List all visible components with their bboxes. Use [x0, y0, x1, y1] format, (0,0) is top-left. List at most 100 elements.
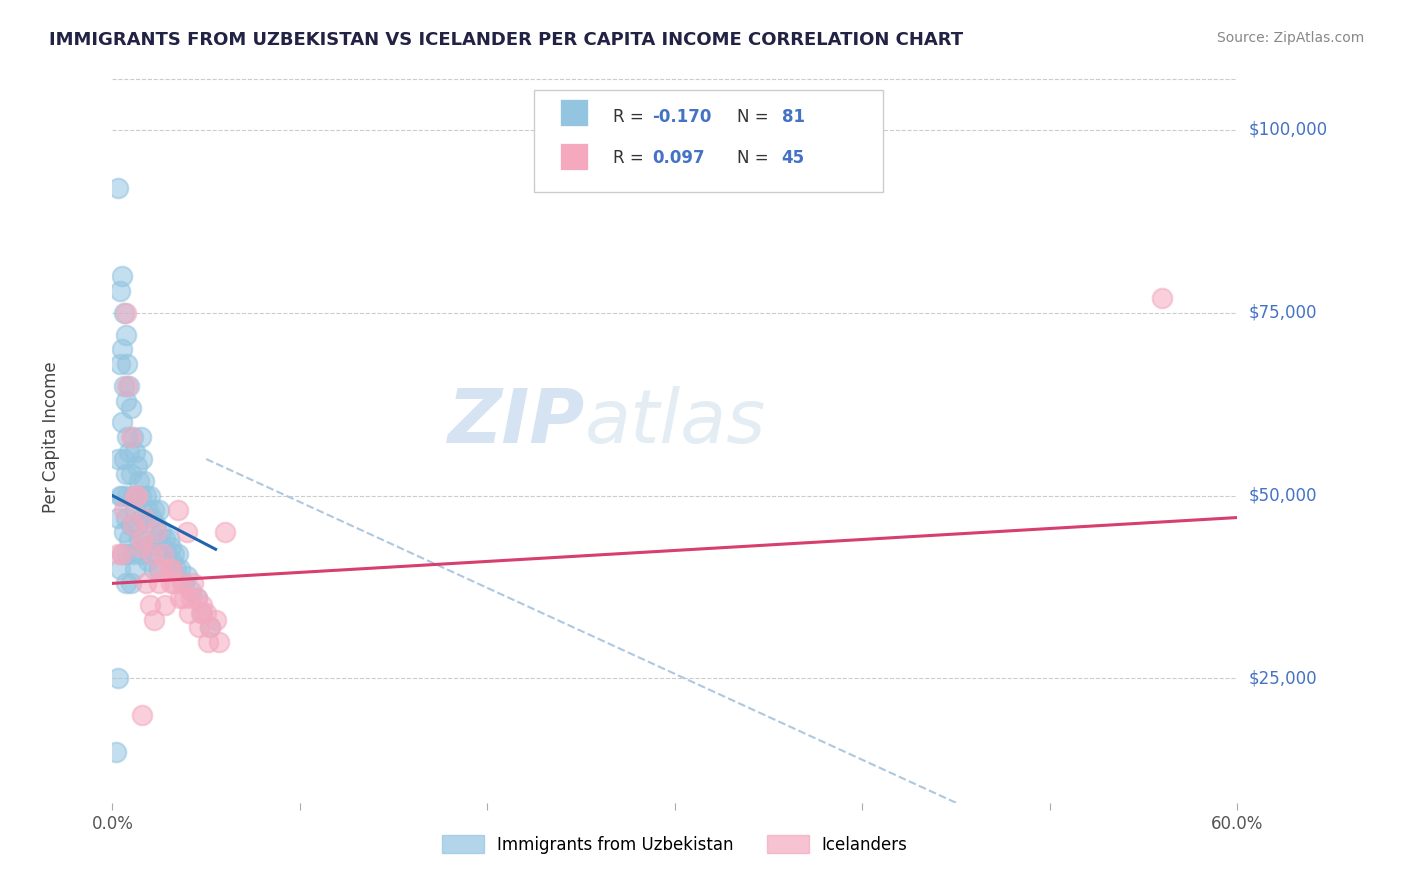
Point [124, 489, 146, 503]
Point [108, 357, 131, 371]
Point [191, 606, 214, 620]
Point [107, 547, 129, 561]
Point [107, 672, 129, 686]
Point [111, 416, 134, 430]
Point [139, 599, 162, 613]
Point [112, 306, 135, 320]
Point [124, 562, 146, 576]
Point [111, 343, 134, 357]
Point [176, 525, 198, 540]
Text: atlas: atlas [585, 386, 766, 458]
Point [118, 444, 141, 458]
Point [180, 591, 202, 605]
Point [129, 547, 152, 561]
Point [152, 540, 174, 554]
Point [139, 489, 162, 503]
Point [135, 489, 157, 503]
Legend: Immigrants from Uzbekistan, Icelanders: Immigrants from Uzbekistan, Icelanders [436, 829, 914, 860]
Point [128, 533, 150, 547]
Text: ZIP: ZIP [447, 386, 585, 459]
Point [129, 540, 152, 554]
Point [122, 430, 145, 444]
Point [120, 401, 142, 415]
Point [169, 591, 191, 605]
Point [141, 547, 163, 561]
Point [117, 430, 139, 444]
Point [134, 533, 156, 547]
Point [122, 489, 145, 503]
Point [129, 489, 152, 503]
Point [159, 576, 181, 591]
Point [187, 620, 209, 634]
Point [111, 547, 134, 561]
Point [153, 599, 176, 613]
Point [145, 517, 167, 532]
Point [163, 547, 186, 561]
Point [114, 327, 136, 342]
Text: $25,000: $25,000 [1249, 670, 1317, 688]
Point [112, 503, 135, 517]
Point [111, 269, 134, 284]
Point [134, 474, 156, 488]
Point [1152, 291, 1174, 305]
Point [163, 576, 186, 591]
Text: -0.170: -0.170 [652, 108, 711, 126]
Point [152, 547, 174, 561]
Point [117, 379, 139, 393]
Text: R =: R = [613, 108, 650, 126]
Text: R =: R = [613, 149, 650, 167]
Point [118, 379, 141, 393]
Point [165, 562, 187, 576]
Point [120, 430, 142, 444]
Point [134, 510, 156, 524]
Point [131, 708, 153, 723]
Point [111, 547, 134, 561]
Point [108, 284, 131, 298]
Point [131, 533, 153, 547]
Point [124, 444, 146, 458]
Point [197, 635, 219, 649]
Text: $75,000: $75,000 [1249, 304, 1317, 322]
Point [122, 517, 145, 532]
Point [108, 562, 131, 576]
Point [142, 613, 165, 627]
Point [181, 576, 204, 591]
Text: IMMIGRANTS FROM UZBEKISTAN VS ICELANDER PER CAPITA INCOME CORRELATION CHART: IMMIGRANTS FROM UZBEKISTAN VS ICELANDER … [49, 31, 963, 49]
Point [124, 503, 146, 517]
Point [117, 547, 139, 561]
Point [105, 745, 128, 759]
Point [195, 606, 218, 620]
Point [107, 510, 129, 524]
Point [146, 533, 169, 547]
Bar [560, 143, 588, 170]
Point [204, 613, 226, 627]
Point [208, 635, 231, 649]
Point [167, 503, 190, 517]
Point [145, 525, 167, 540]
Point [162, 562, 184, 576]
Point [136, 503, 159, 517]
Point [167, 547, 190, 561]
Point [141, 510, 163, 524]
Point [114, 467, 136, 481]
Text: 0.097: 0.097 [652, 149, 704, 167]
Point [186, 591, 208, 605]
Point [148, 576, 170, 591]
Point [125, 489, 148, 503]
Point [157, 533, 180, 547]
Point [198, 620, 221, 634]
Point [131, 452, 153, 467]
Point [120, 467, 142, 481]
Point [180, 583, 202, 598]
Point [118, 533, 141, 547]
Text: 45: 45 [782, 149, 804, 167]
Point [198, 620, 221, 634]
Point [169, 562, 191, 576]
Text: $50,000: $50,000 [1249, 487, 1317, 505]
Point [112, 525, 135, 540]
Point [148, 562, 170, 576]
Point [159, 540, 181, 554]
Point [125, 517, 148, 532]
Bar [560, 99, 588, 127]
Point [136, 554, 159, 568]
